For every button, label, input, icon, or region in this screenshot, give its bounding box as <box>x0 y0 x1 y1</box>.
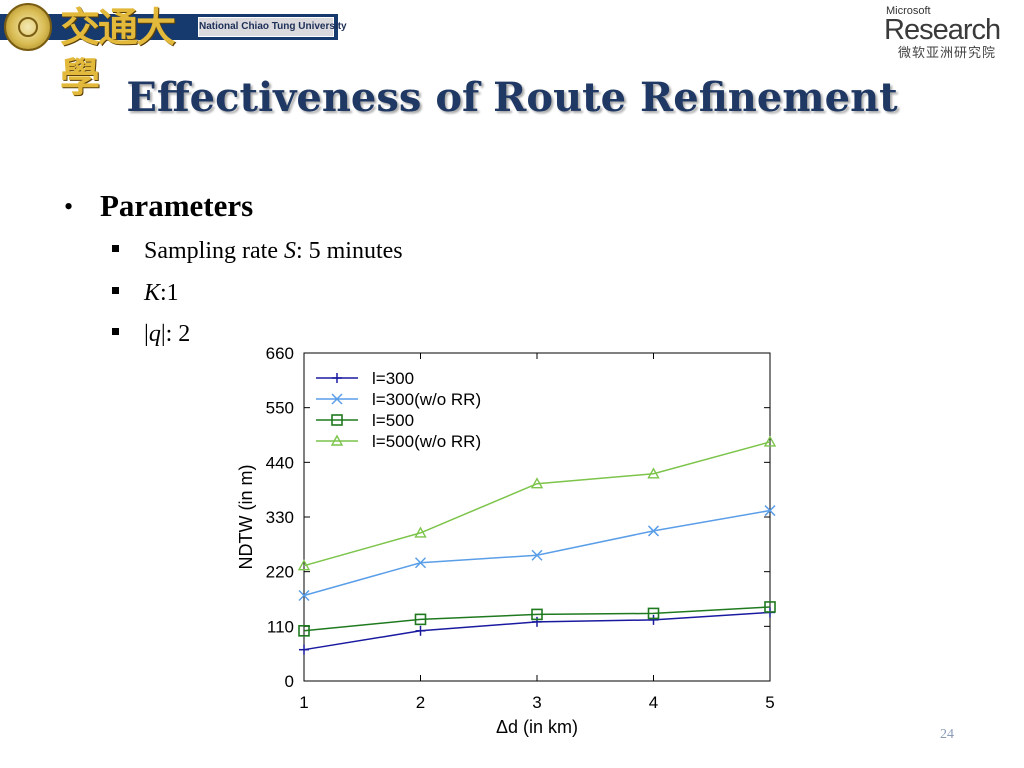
y-tick-label: 110 <box>267 617 294 636</box>
microsoft-research-logo: Microsoft Research 微软亚洲研究院 <box>884 4 1020 62</box>
nctu-name-box: National Chiao Tung University <box>198 17 347 37</box>
legend-label: l=300 <box>372 369 414 388</box>
x-tick-label: 2 <box>416 693 425 712</box>
bullet-parameters-text: Parameters <box>100 188 254 223</box>
nctu-logo: 交通大學 National Chiao Tung University <box>0 0 347 101</box>
sub-bullet-prefix: Sampling rate <box>144 238 284 264</box>
data-point <box>531 608 543 621</box>
square-bullet-icon <box>112 245 119 252</box>
top-banner: 交通大學 National Chiao Tung University Micr… <box>0 0 1024 101</box>
page-number: 24 <box>940 727 954 742</box>
data-point <box>298 625 310 637</box>
sub-bullet-variable: K <box>144 280 161 306</box>
ndtw-line-chart: 0 110 220 330 440 550 660 1 2 3 4 5 Δd (in km) NDTW (… <box>232 336 792 746</box>
data-point <box>648 614 659 625</box>
data-point <box>414 526 427 538</box>
x-tick-label: 5 <box>765 693 774 712</box>
data-point <box>531 549 543 561</box>
series-line <box>303 606 771 632</box>
data-point <box>647 607 660 620</box>
data-point <box>414 557 427 569</box>
data-point <box>647 467 660 479</box>
data-point <box>415 625 426 636</box>
sub-bullet-text: Sampling rate S: 5 minutes <box>144 238 403 264</box>
legend-marker <box>331 393 343 405</box>
cross-marker-b <box>331 393 343 405</box>
y-tick-label: 440 <box>266 453 294 472</box>
legend-label: l=500(w/o RR) <box>372 432 481 451</box>
msr-microsoft-text: Microsoft <box>886 5 931 17</box>
data-point <box>298 589 310 602</box>
square-bullet-icon <box>112 328 119 335</box>
y-tick-label: 550 <box>266 399 294 418</box>
sub-bullet-variable: S <box>283 238 296 264</box>
legend-label: l=300(w/o RR) <box>372 390 481 409</box>
data-point <box>764 601 776 613</box>
msr-research-text: Research <box>884 14 1001 46</box>
sub-bullet-prefix: | <box>144 321 149 347</box>
chart-svg: 0 110 220 330 440 550 660 1 2 3 4 5 Δd (in km) NDTW (… <box>236 344 777 737</box>
nctu-calligraphy: 交通大學 <box>60 4 176 101</box>
sub-bullet-text: K:1 <box>144 280 179 306</box>
msr-chinese-text: 微软亚洲研究院 <box>898 46 997 61</box>
x-tick-label: 3 <box>532 693 541 712</box>
x-axis-label: Δd (in km) <box>496 717 578 737</box>
y-tick-label: 220 <box>266 563 294 582</box>
sub-bullet-variable: q <box>148 321 161 347</box>
sub-bullet-suffix: :1 <box>160 280 179 306</box>
cross-marker-b <box>764 505 776 517</box>
y-axis-label: NDTW (in m) <box>236 465 256 570</box>
series-line <box>303 441 771 567</box>
data-point <box>763 435 777 447</box>
legend-marker <box>331 414 343 426</box>
sub-bullet-suffix: |: 2 <box>160 321 191 347</box>
data-point <box>299 644 309 655</box>
legend-marker <box>330 434 344 446</box>
x-tick-label: 4 <box>649 693 658 712</box>
nctu-seal-icon <box>4 3 52 51</box>
y-tick-label: 660 <box>266 344 294 363</box>
data-point <box>414 613 427 626</box>
legend-marker <box>332 373 342 383</box>
y-tick-label: 0 <box>285 672 294 691</box>
data-point <box>532 616 542 627</box>
cross-marker-b <box>298 589 310 602</box>
nctu-name-text: National Chiao Tung University <box>199 21 347 32</box>
sub-bullet-text: |q|: 2 <box>144 321 190 347</box>
sub-bullet-suffix: : 5 minutes <box>295 238 403 264</box>
data-point <box>647 525 660 537</box>
data-point <box>297 559 311 571</box>
legend-label: l=500 <box>372 411 414 430</box>
y-tick-label: 330 <box>266 508 294 527</box>
slide-title: Effectiveness of Route Refinement <box>126 74 898 121</box>
cross-marker-b <box>414 557 427 569</box>
x-tick-label: 1 <box>299 693 308 712</box>
square-bullet-icon <box>112 287 119 294</box>
data-point <box>764 505 776 517</box>
cross-marker-b <box>647 525 660 537</box>
bullet-dot-icon: • <box>64 192 74 221</box>
data-point <box>530 477 544 489</box>
cross-marker-b <box>531 549 543 561</box>
